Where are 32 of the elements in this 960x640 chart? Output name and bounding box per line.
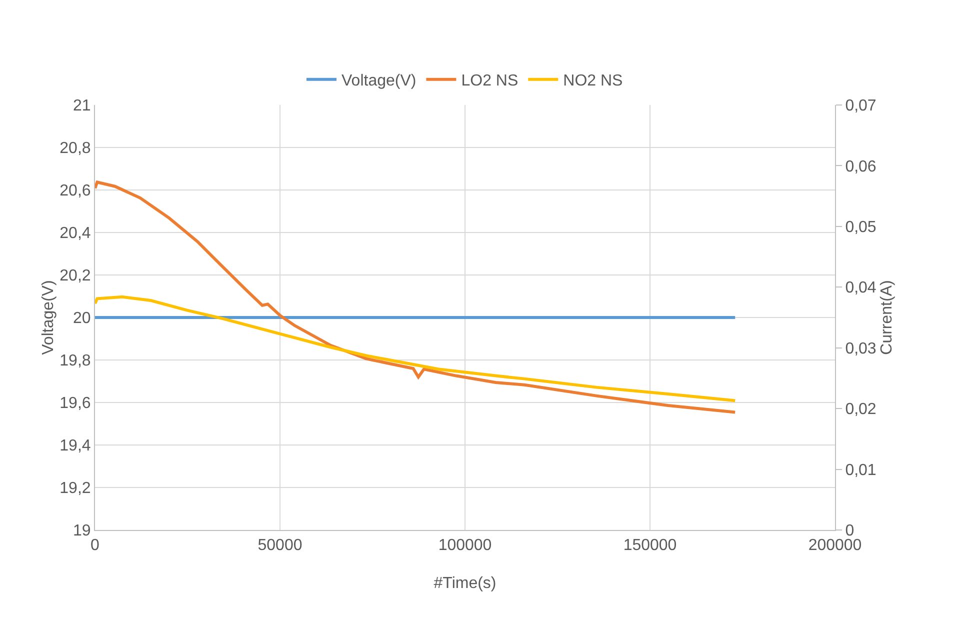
- y2-tick-label: 0,04: [845, 280, 876, 297]
- y2-tick-label: 0: [845, 522, 854, 540]
- x-tick-label: 200000: [808, 537, 862, 554]
- y-tick-label: 20,8: [60, 140, 91, 158]
- y2-tick-label: 0,01: [845, 462, 876, 479]
- line-series: [95, 295, 737, 402]
- y-tick-label: 19,4: [60, 438, 91, 455]
- x-tick-label: 150000: [623, 537, 677, 554]
- y2-tick-label: 0,03: [845, 340, 876, 358]
- y2-tick-label: 0,07: [845, 98, 876, 115]
- y2-tick-label: 0,06: [845, 158, 876, 176]
- legend-label: Voltage(V): [342, 72, 416, 90]
- legend-label: NO2 NS: [563, 72, 623, 90]
- x-axis-title: #Time(s): [434, 575, 496, 592]
- x-tick-label: 0: [90, 537, 100, 554]
- line-series: [95, 180, 737, 414]
- y-axis-title: Voltage(V): [40, 280, 57, 355]
- y2-axis-title: Current(A): [878, 280, 896, 355]
- y-tick-label: 19,2: [60, 480, 91, 498]
- y-tick-label: 20: [73, 310, 91, 328]
- y-tick-label: 21: [73, 98, 91, 115]
- x-tick-label: 100000: [438, 537, 492, 554]
- x-tick-label: 50000: [258, 537, 302, 554]
- y-tick-label: 19,6: [60, 395, 91, 412]
- y-tick-label: 20,2: [60, 268, 91, 285]
- y-tick-label: 19: [73, 522, 91, 540]
- y-tick-label: 20,6: [60, 182, 91, 200]
- y-tick-label: 19,8: [60, 352, 91, 370]
- y-tick-label: 20,4: [60, 225, 91, 242]
- y2-tick-label: 0,02: [845, 401, 876, 418]
- legend-label: LO2 NS: [461, 72, 518, 90]
- y2-tick-label: 0,05: [845, 219, 876, 236]
